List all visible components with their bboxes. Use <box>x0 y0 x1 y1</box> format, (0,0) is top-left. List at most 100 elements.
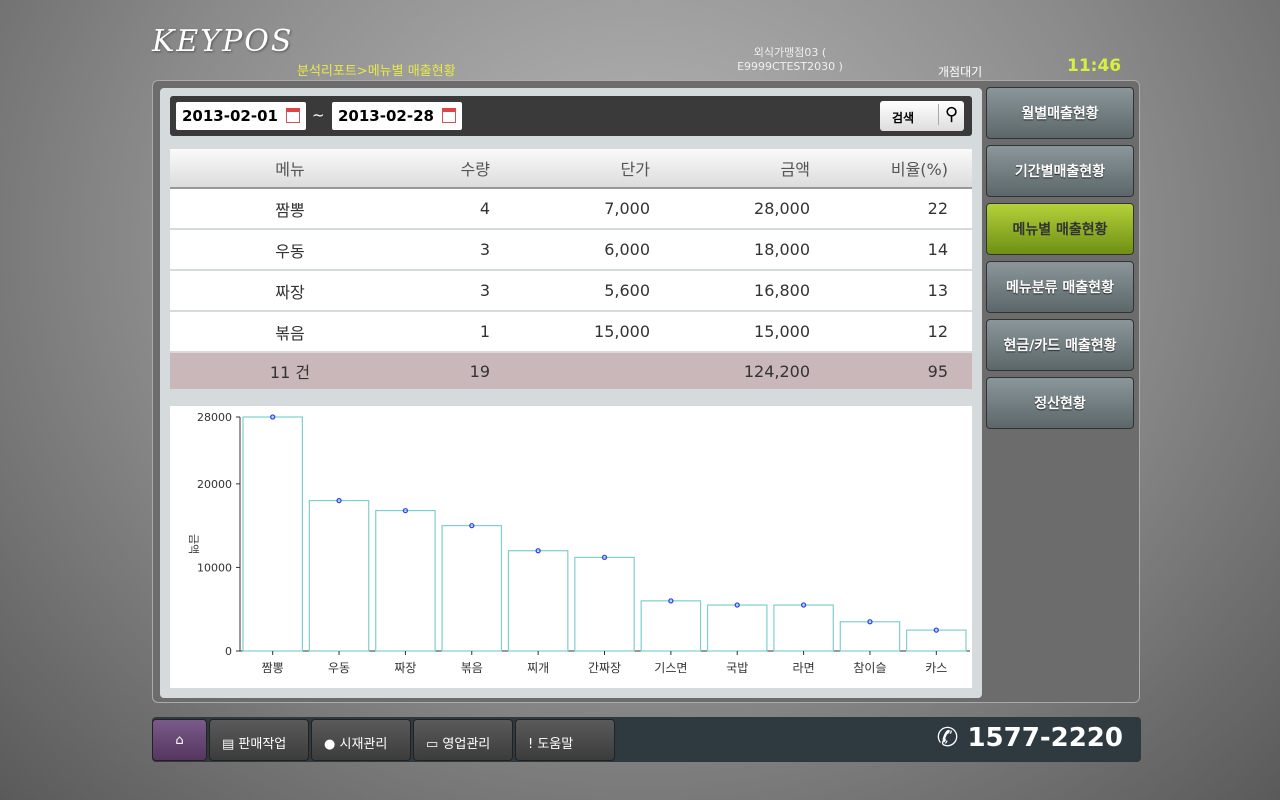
table-cell: 15,000 <box>490 311 650 353</box>
table-cell: 3 <box>410 270 490 312</box>
coin-icon: ● <box>324 737 340 752</box>
total-cell <box>490 352 650 391</box>
table-cell: 우동 <box>170 229 410 271</box>
start-date-value: 2013-02-01 <box>182 107 278 125</box>
table-cell: 5,600 <box>490 270 650 312</box>
x-tick-label: 찌개 <box>527 661 549 675</box>
store-info: 외식가맹점03 (E9999CTEST2030 ) <box>720 46 860 74</box>
table-cell: 7,000 <box>490 188 650 230</box>
help-button[interactable]: ! 도움말 <box>515 719 615 761</box>
y-axis-label: 금액 <box>187 534 200 554</box>
sales-work-button[interactable]: ▤ 판매작업 <box>209 719 309 761</box>
home-icon: ⌂ <box>175 733 184 748</box>
col-ratio: 비율(%) <box>810 149 972 189</box>
cash-manage-button[interactable]: ● 시재관리 <box>311 719 411 761</box>
col-menu: 메뉴 <box>170 149 410 189</box>
data-point <box>867 619 873 625</box>
table-cell: 짬뽕 <box>170 188 410 230</box>
end-date-field[interactable]: 2013-02-28 <box>332 102 462 130</box>
table-cell: 볶음 <box>170 311 410 353</box>
business-manage-label: 영업관리 <box>442 737 491 752</box>
y-tick-label: 20000 <box>197 478 232 491</box>
total-row: 11 건 19 124,200 95 <box>170 352 972 391</box>
bar <box>706 604 768 652</box>
store-name: 외식가맹점03 ( <box>753 46 827 59</box>
table-cell: 13 <box>810 270 972 312</box>
x-tick-label: 짬뽕 <box>262 661 284 675</box>
table-row[interactable]: 우동 3 6,000 18,000 14 <box>170 229 972 271</box>
bar <box>507 550 569 652</box>
bar <box>375 509 436 652</box>
sales-table: 메뉴 수량 단가 금액 비율(%) 짬뽕 4 7,000 28,000 22 우동 3 6,0… <box>170 149 972 391</box>
side-menu-item[interactable]: 정산현황 <box>986 377 1134 429</box>
bar <box>242 416 303 652</box>
end-date-value: 2013-02-28 <box>338 107 434 125</box>
status-label: 개점대기 <box>938 65 983 79</box>
calendar-icon[interactable] <box>442 108 456 123</box>
search-label: 검색 <box>892 111 915 125</box>
x-tick-label: 기스면 <box>654 661 687 675</box>
table-cell: 22 <box>810 188 972 230</box>
side-menu-item[interactable]: 월별매출현황 <box>986 87 1134 139</box>
monitor-icon: ▭ <box>426 737 443 752</box>
date-separator: ~ <box>312 106 325 124</box>
search-button[interactable]: 검색 ⚲ <box>880 101 964 131</box>
side-menu-item[interactable]: 메뉴분류 매출현황 <box>986 261 1134 313</box>
total-cell: 95 <box>810 352 972 391</box>
data-point <box>535 548 541 554</box>
x-tick-label: 참이슬 <box>853 661 886 675</box>
side-menu-item[interactable]: 메뉴별 매출현황 <box>986 203 1134 255</box>
table-cell: 18,000 <box>650 229 810 271</box>
bar <box>640 600 702 652</box>
bar <box>906 629 967 652</box>
bar <box>308 499 370 652</box>
total-cell: 19 <box>410 352 490 391</box>
store-code: E9999CTEST2030 ) <box>737 60 843 73</box>
x-tick-label: 라면 <box>793 661 815 675</box>
phone-number: ✆ 1577-2220 <box>937 723 1123 753</box>
table-row[interactable]: 볶음 1 15,000 15,000 12 <box>170 311 972 353</box>
x-tick-label: 짜장 <box>394 661 416 675</box>
x-tick-label: 간짜장 <box>588 661 621 675</box>
exclamation-icon: ! <box>528 737 538 752</box>
bar <box>574 556 635 652</box>
data-point <box>336 497 342 504</box>
data-point <box>668 598 674 604</box>
table-cell: 14 <box>810 229 972 271</box>
sales-chart: 0 10000 20000 28000 금액 짬뽕 우동 짜장 볶음 찌개 간짜장 기스면 국밥 라면 참이… <box>170 406 972 688</box>
table-row[interactable]: 짜장 3 5,600 16,800 13 <box>170 270 972 312</box>
table-cell: 1 <box>410 311 490 353</box>
data-point <box>734 602 740 608</box>
home-button[interactable]: ⌂ <box>152 719 207 761</box>
footer-bar: ⌂ ▤ 판매작업 ● 시재관리 ▭ 영업관리 ! 도움말 ✆ 1577-2220 <box>152 717 1141 762</box>
side-menu-item[interactable]: 기간별매출현황 <box>986 145 1134 197</box>
side-menu-item[interactable]: 현금/카드 매출현황 <box>986 319 1134 371</box>
table-cell: 15,000 <box>650 311 810 353</box>
data-point <box>933 627 939 633</box>
start-date-field[interactable]: 2013-02-01 <box>176 102 306 130</box>
col-qty: 수량 <box>410 149 490 189</box>
x-tick-label: 볶음 <box>461 661 483 675</box>
bar <box>839 621 901 652</box>
help-label: 도움말 <box>537 737 574 752</box>
x-tick-label: 카스 <box>925 661 947 675</box>
table-cell: 3 <box>410 229 490 271</box>
business-manage-button[interactable]: ▭ 영업관리 <box>413 719 513 761</box>
col-amount: 금액 <box>650 149 810 189</box>
y-tick-label: 28000 <box>197 411 232 424</box>
calculator-icon: ▤ <box>222 737 239 752</box>
logo: KEYPOS <box>152 24 294 59</box>
phone-icon: ✆ <box>936 723 968 753</box>
table-row[interactable]: 짬뽕 4 7,000 28,000 22 <box>170 188 972 230</box>
col-price: 단가 <box>490 149 650 189</box>
table-cell: 12 <box>810 311 972 353</box>
cash-manage-label: 시재관리 <box>339 737 388 752</box>
sales-work-label: 판매작업 <box>238 737 287 752</box>
clock: 11:46 <box>1067 56 1122 76</box>
data-point <box>270 414 276 420</box>
calendar-icon[interactable] <box>286 108 300 123</box>
table-cell: 6,000 <box>490 229 650 271</box>
bar <box>441 525 503 652</box>
search-icon: ⚲ <box>937 104 958 125</box>
